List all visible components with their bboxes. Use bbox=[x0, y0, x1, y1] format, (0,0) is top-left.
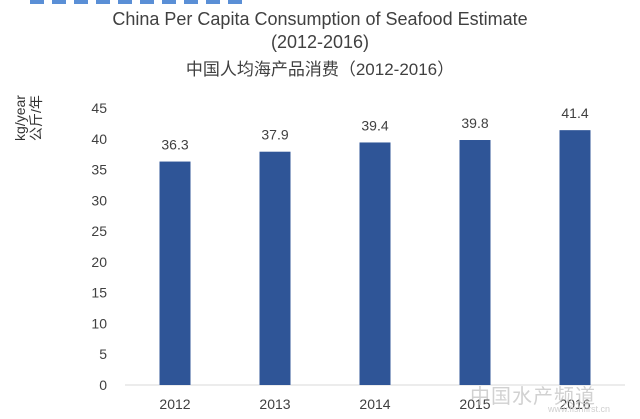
y-tick-label: 25 bbox=[91, 223, 107, 239]
bar bbox=[259, 151, 291, 385]
chart-subtitle: (2012-2016) bbox=[270, 32, 370, 52]
y-tick-label: 0 bbox=[99, 377, 107, 393]
chart-title: China Per Capita Consumption of Seafood … bbox=[112, 9, 528, 29]
y-tick-label: 30 bbox=[91, 192, 107, 208]
y-tick-label: 45 bbox=[91, 100, 107, 116]
y-tick-label: 5 bbox=[99, 346, 107, 362]
bar bbox=[159, 161, 191, 385]
x-tick-label: 2016 bbox=[559, 396, 590, 412]
y-tick-label: 20 bbox=[91, 254, 107, 270]
x-tick-label: 2015 bbox=[459, 396, 490, 412]
data-label: 41.4 bbox=[561, 105, 588, 121]
y-tick-label: 10 bbox=[91, 315, 107, 331]
chart-subtitle-chinese: 中国人均海产品消费（2012-2016） bbox=[185, 60, 455, 79]
bar bbox=[359, 142, 391, 385]
watermark-logo: 中国水产频道 bbox=[470, 386, 596, 408]
data-label: 39.8 bbox=[461, 115, 488, 131]
x-tick-label: 2012 bbox=[159, 396, 190, 412]
y-tick-label: 15 bbox=[91, 285, 107, 301]
bar bbox=[459, 140, 491, 385]
x-tick-label: 2014 bbox=[359, 396, 390, 412]
bar bbox=[559, 130, 591, 385]
data-label: 36.3 bbox=[161, 137, 188, 153]
y-tick-label: 40 bbox=[91, 131, 107, 147]
y-tick-label: 35 bbox=[91, 162, 107, 178]
decorative-header-strip bbox=[30, 0, 250, 4]
x-tick-label: 2013 bbox=[259, 396, 290, 412]
data-label: 37.9 bbox=[261, 127, 288, 143]
watermark-url: www.fishfirst.cn bbox=[548, 404, 611, 414]
data-label: 39.4 bbox=[361, 117, 388, 133]
